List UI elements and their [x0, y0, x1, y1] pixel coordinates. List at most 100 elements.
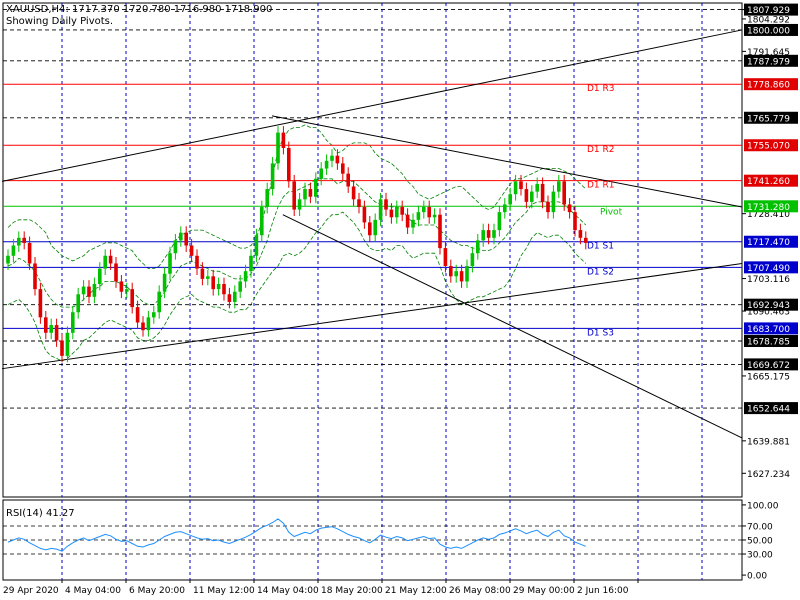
level-price-label: 1778.860: [747, 81, 790, 91]
candle-body: [378, 199, 383, 220]
candle-body: [11, 245, 16, 256]
pivot-label: Pivot: [600, 207, 623, 217]
candle-body: [54, 325, 59, 341]
candle-body: [341, 163, 345, 174]
rsi-tick-label: 50.00: [747, 537, 773, 547]
level-price-label: 1669.672: [747, 361, 790, 371]
candle-body: [578, 230, 583, 238]
x-tick-label: 29 Apr 2020: [3, 586, 59, 596]
candle-body: [108, 255, 113, 264]
candle-body: [270, 163, 275, 190]
x-tick-label: 18 May 20:00: [321, 586, 383, 596]
bollinger-lower-line: [7, 211, 587, 362]
candle-body: [238, 281, 242, 292]
candle-body: [373, 219, 377, 236]
level-price-box: [744, 358, 798, 371]
candle-body: [405, 214, 410, 228]
candle-body: [438, 214, 442, 249]
level-price-box: [744, 3, 798, 16]
candle-body: [519, 181, 523, 190]
candle-body: [162, 273, 167, 292]
candle-body: [411, 219, 415, 228]
level-price-box: [744, 322, 798, 335]
candle-body: [389, 209, 394, 218]
level-price-box: [744, 335, 798, 348]
candle-body: [573, 212, 577, 231]
candle-body: [60, 340, 64, 356]
pivot-label: D1 S3: [587, 328, 614, 338]
candle-body: [497, 212, 502, 231]
candle-body: [168, 253, 172, 274]
candle-body: [384, 199, 388, 210]
candle-body: [443, 248, 448, 267]
candle-body: [200, 268, 205, 279]
level-price-box: [744, 174, 798, 187]
y-tick-label: 1690.463: [747, 308, 790, 318]
level-price-box: [744, 139, 798, 152]
level-price-label: 1652.644: [747, 405, 790, 415]
candle-body: [281, 132, 286, 148]
candle-body: [465, 266, 469, 282]
level-price-box: [744, 200, 798, 213]
candle-body: [130, 289, 134, 308]
candle-body: [557, 181, 561, 192]
candle-body: [157, 291, 161, 313]
level-price-box: [744, 111, 798, 124]
candle-body: [416, 212, 421, 220]
candle-body: [260, 207, 264, 236]
candlesticks: [6, 126, 588, 363]
x-tick-label: 2 Jun 16:00: [577, 586, 629, 596]
candle-body: [324, 160, 329, 169]
candle-body: [146, 317, 151, 331]
candle-body: [189, 245, 194, 256]
pivots-note: Showing Daily Pivots.: [6, 16, 114, 27]
candle-body: [103, 255, 107, 269]
candle-body: [87, 286, 91, 297]
level-price-label: 1807.929: [747, 6, 790, 16]
y-tick-label: 1703.116: [747, 275, 790, 285]
candle-body: [562, 181, 566, 205]
candle-body: [292, 181, 296, 210]
candle-body: [184, 232, 188, 246]
x-tick-label: 29 May 00:00: [513, 586, 575, 596]
level-price-label: 1731.280: [747, 203, 790, 213]
candle-body: [362, 207, 367, 223]
candle-body: [524, 189, 529, 202]
candle-body: [27, 242, 32, 264]
candle-body: [481, 230, 485, 241]
candle-body: [81, 286, 86, 295]
candle-body: [346, 173, 350, 187]
symbol-ohlc-text: XAUUSD,H4: 1717.370 1720.780 1716.980 17…: [6, 4, 273, 15]
candle-body: [449, 266, 453, 277]
price-level-lines: [3, 9, 742, 409]
main-plot-frame: [2, 2, 743, 498]
rsi-tick-label: 70.00: [747, 522, 773, 532]
candle-body: [243, 271, 248, 282]
level-price-label: 1683.700: [747, 325, 790, 335]
level-price-label: 1765.779: [747, 114, 790, 124]
candle-body: [486, 230, 491, 238]
pivot-label: D1 S1: [587, 242, 614, 252]
pivot-label: D1 R1: [587, 181, 615, 191]
level-price-box: [744, 78, 798, 91]
candle-body: [351, 186, 356, 200]
candle-body: [492, 230, 496, 238]
candle-body: [459, 271, 464, 282]
pivot-label: D1 R3: [587, 84, 615, 94]
candle-body: [114, 263, 118, 282]
candle-body: [335, 155, 340, 164]
level-price-box: [744, 402, 798, 415]
level-price-label: 1800.000: [747, 26, 790, 36]
candle-body: [319, 168, 323, 179]
candle-body: [216, 284, 221, 290]
rsi-axis: 100.00 70.00 50.00 30.00 0.00: [742, 501, 779, 582]
level-price-label: 1787.979: [747, 57, 790, 67]
candle-body: [427, 207, 431, 218]
candle-body: [222, 284, 226, 295]
trendline-descending: [282, 214, 743, 439]
level-price-box: [744, 235, 798, 248]
x-tick-label: 21 May 12:00: [385, 586, 447, 596]
candle-body: [71, 312, 75, 333]
candle-body: [357, 199, 361, 208]
